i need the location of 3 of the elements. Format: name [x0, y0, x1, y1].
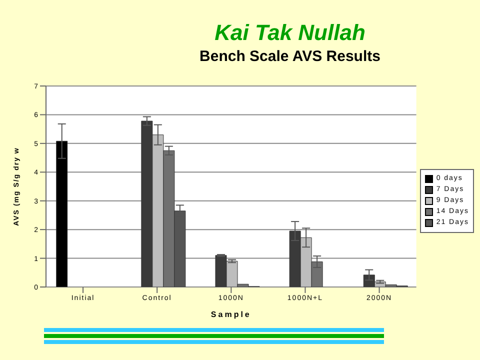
chart-title: Kai Tak Nullah — [214, 20, 366, 46]
x-axis-title: Sample — [210, 310, 252, 319]
chart-subtitle: Bench Scale AVS Results — [198, 48, 382, 65]
